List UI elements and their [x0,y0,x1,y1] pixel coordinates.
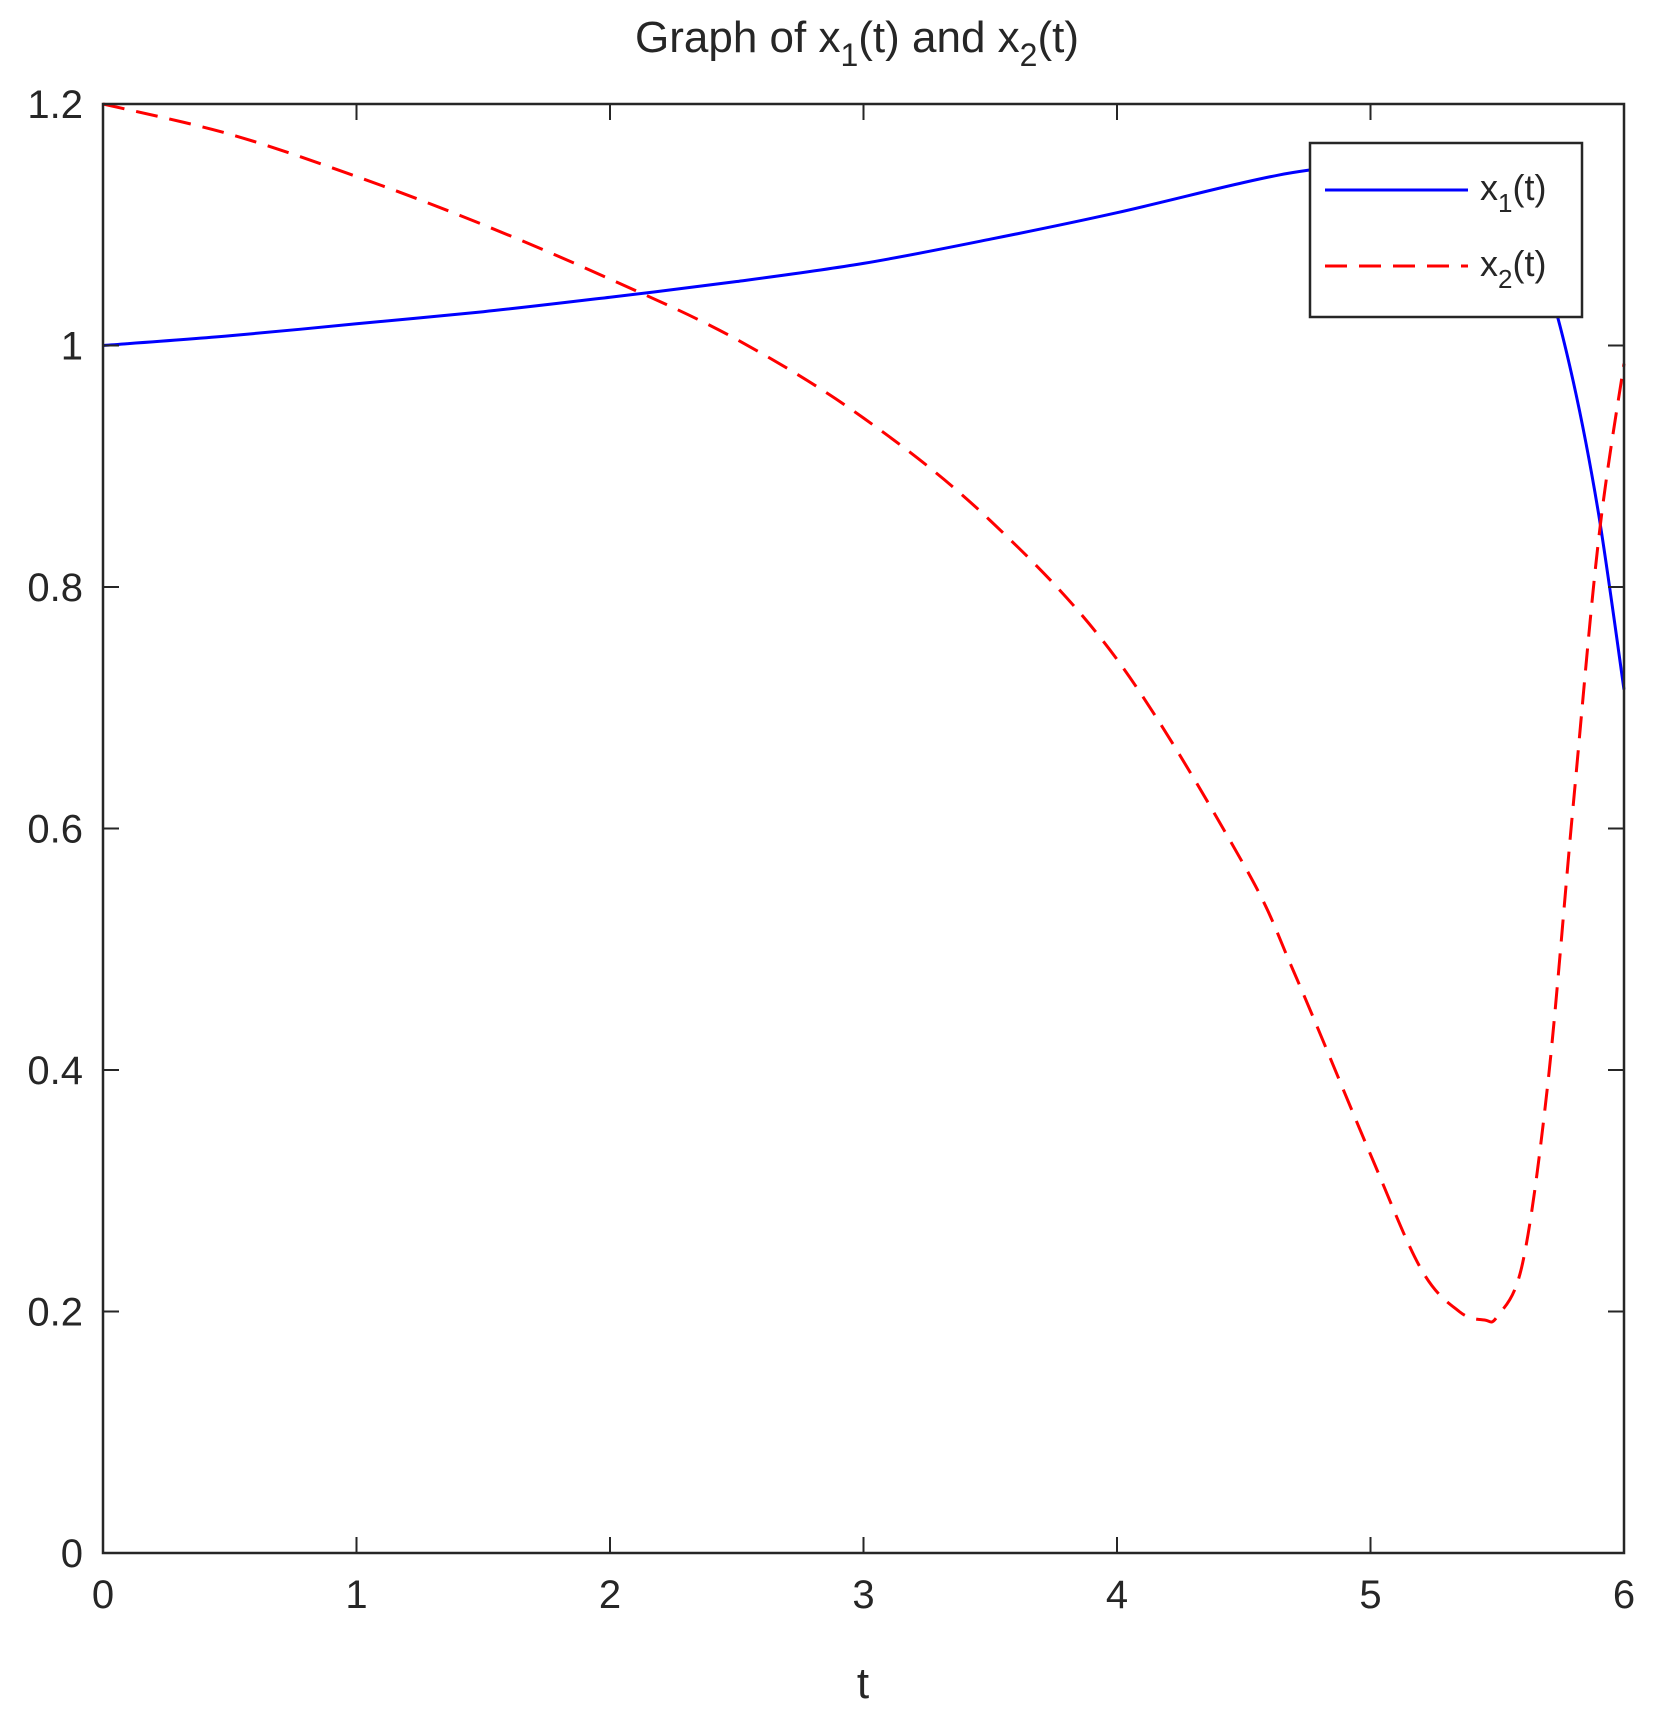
legend-label-x1-suffix: (t) [1512,167,1546,208]
chart-title-sub1: 1 [840,37,858,73]
x-tick-label: 2 [599,1573,621,1617]
y-tick-label: 0.4 [27,1049,83,1093]
y-tick-label: 0.6 [27,808,83,852]
x-tick-label: 0 [92,1573,114,1617]
legend: x1(t) x2(t) [1308,141,1584,319]
x-tick-label: 1 [345,1573,367,1617]
legend-label-x1: x1(t) [1480,167,1546,218]
series-line-x2 [102,102,1626,1324]
chart-title-end: (t) [1037,13,1079,62]
legend-label-x2: x2(t) [1480,243,1546,294]
chart-title-mid: (t) and x [858,13,1019,62]
plot-background [103,104,1624,1553]
y-tick-label: 0.8 [27,566,83,610]
y-tick-label: 1.2 [27,83,83,127]
x-tick-label: 5 [1359,1573,1381,1617]
chart-title: Graph of x1(t) and x2(t) [635,13,1079,73]
legend-label-x2-base: x [1480,243,1498,284]
ticks-layer: 0 1 2 3 4 5 6 0 0.2 0.4 0.6 0.8 1 1.2 [27,83,1635,1617]
y-tick-label: 0.2 [27,1291,83,1335]
y-tick-label: 0 [61,1532,83,1576]
x-tick-label: 4 [1106,1573,1128,1617]
legend-label-x1-base: x [1480,167,1498,208]
legend-label-x2-sub: 2 [1498,264,1512,294]
x-tick-label: 3 [852,1573,874,1617]
legend-label-x1-sub: 1 [1498,188,1512,218]
x-axis-label: t [857,1659,869,1708]
legend-box [1308,141,1584,319]
chart-title-main: Graph of x [635,13,840,62]
chart-title-sub2: 2 [1020,37,1038,73]
legend-label-x2-suffix: (t) [1512,243,1546,284]
x-tick-label: 6 [1613,1573,1635,1617]
y-tick-label: 1 [61,325,83,369]
